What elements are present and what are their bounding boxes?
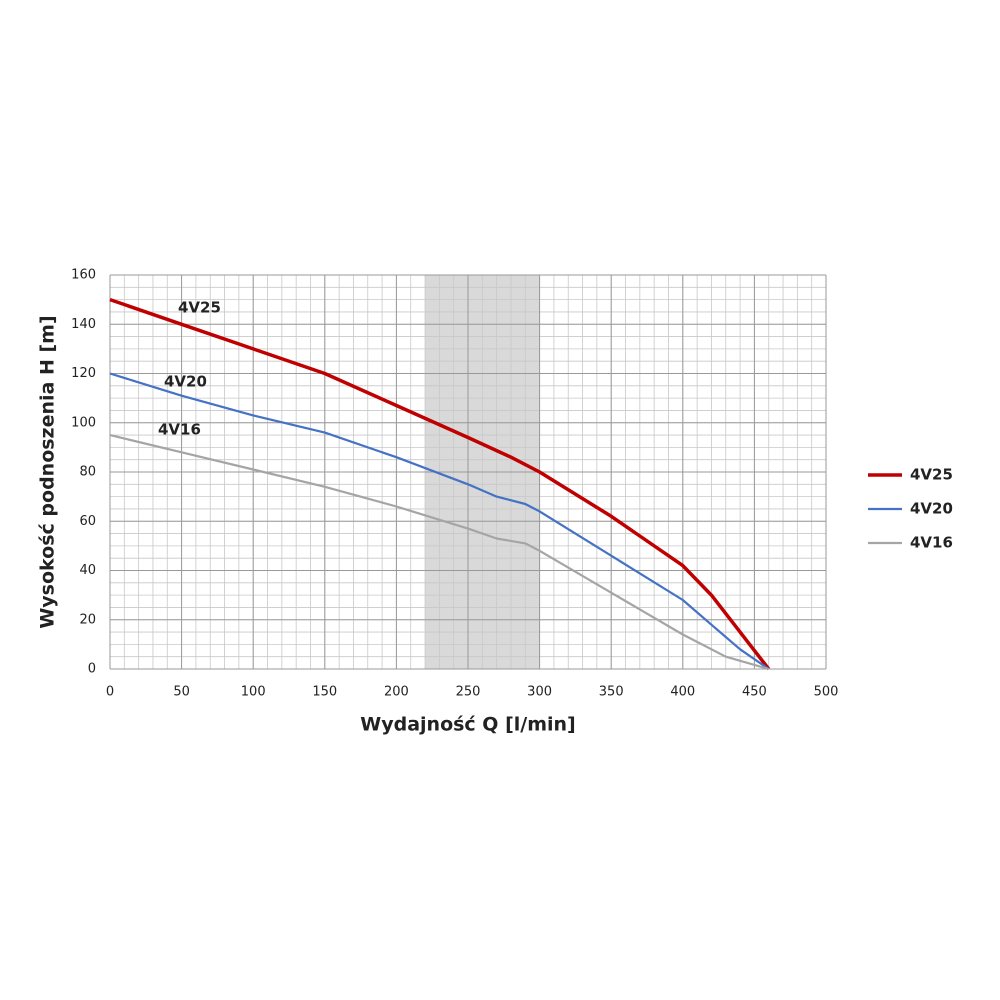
y-tick-label: 140 — [71, 317, 96, 332]
y-tick-label: 160 — [71, 268, 96, 283]
y-axis-title: Wysokość podnoszenia H [m] — [37, 315, 59, 628]
y-tick-label: 100 — [71, 415, 96, 430]
series-label: 4V16 — [158, 421, 201, 439]
y-tick-label: 40 — [79, 563, 96, 578]
legend-label: 4V16 — [910, 534, 953, 552]
legend-label: 4V25 — [910, 466, 953, 484]
x-tick-label: 500 — [814, 685, 839, 700]
x-tick-label: 50 — [173, 685, 190, 700]
x-tick-label: 250 — [456, 685, 481, 700]
legend-label: 4V20 — [910, 500, 953, 518]
series-label: 4V20 — [164, 373, 207, 391]
x-tick-label: 350 — [599, 685, 624, 700]
x-tick-label: 200 — [384, 685, 409, 700]
x-tick-label: 450 — [742, 685, 767, 700]
y-tick-label: 20 — [79, 612, 96, 627]
x-tick-label: 300 — [527, 685, 552, 700]
x-tick-label: 150 — [312, 685, 337, 700]
y-tick-label: 80 — [79, 465, 96, 480]
series-line — [109, 434, 770, 671]
y-tick-label: 60 — [79, 514, 96, 529]
y-tick-label: 120 — [71, 366, 96, 381]
x-tick-label: 100 — [241, 685, 266, 700]
y-tick-label: 0 — [88, 662, 96, 677]
series-label: 4V25 — [178, 299, 221, 317]
x-axis-title: Wydajność Q [l/min] — [360, 714, 575, 736]
x-tick-label: 400 — [670, 685, 695, 700]
series-line — [109, 297, 771, 671]
series-line — [109, 372, 770, 670]
x-tick-label: 0 — [106, 685, 114, 700]
